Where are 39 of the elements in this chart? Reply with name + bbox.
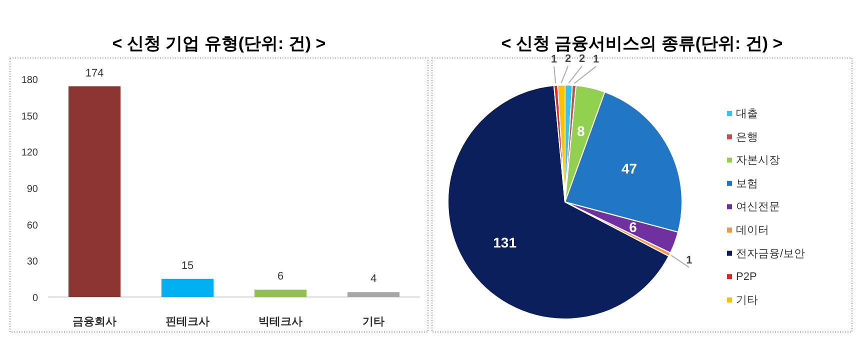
legend-label: P2P [736,271,757,284]
y-tick-label: 90 [26,184,38,195]
legend-label: 자본시장 [736,154,780,167]
data-label: 2 [578,53,586,66]
data-label: 8 [577,123,586,140]
data-label: 174 [85,67,104,80]
bar [254,290,307,297]
chart-title: < 신청 기업 유형(단위: 건) > [112,34,326,53]
data-label: 4 [370,273,377,286]
legend-label: 보험 [736,178,758,190]
bar [161,278,214,297]
y-tick-label: 0 [32,293,38,304]
y-tick-label: 180 [21,75,38,86]
legend-label: 전자금융/보안 [736,248,806,260]
y-tick-label: 150 [21,111,38,122]
x-tick-label: 금융회사 [72,316,116,328]
y-tick-label: 60 [26,220,38,232]
x-tick-label: 기타 [362,316,384,328]
legend-label: 은행 [736,131,758,144]
data-label: 1 [592,53,600,66]
x-tick-label: 빅테크사 [258,316,302,328]
x-tick-label: 핀테크사 [166,316,210,328]
data-label: 2 [564,53,572,66]
data-label: 6 [277,270,284,283]
y-tick-label: 120 [21,148,38,159]
legend-label: 기타 [736,294,758,306]
data-label: 1 [550,53,558,66]
bar [347,292,400,297]
data-label: 131 [493,234,517,250]
legend-label: 데이터 [736,224,769,236]
data-label: 15 [181,260,194,272]
legend-label: 여신전문 [736,201,780,214]
bar [68,86,121,297]
chart-title: < 신청 금융서비스의 종류(단위: 건) > [501,34,783,53]
data-label: 1 [686,254,692,266]
data-label: 6 [629,219,638,236]
legend-label: 대출 [736,108,758,120]
y-tick-label: 30 [26,256,38,268]
data-label: 47 [622,160,638,176]
